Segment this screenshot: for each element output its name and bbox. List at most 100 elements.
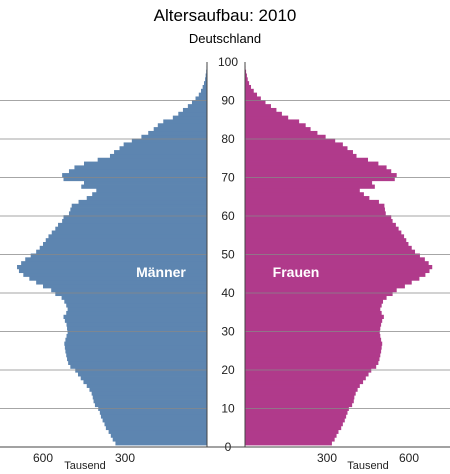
female-bar-age-97 [245,69,247,74]
male-bar-age-58 [62,219,208,224]
male-bar-age-36 [66,303,207,308]
female-bar-age-77 [245,146,348,151]
female-bar-age-76 [245,150,353,155]
female-bar-age-5 [245,422,343,427]
gridlines [0,100,450,409]
male-bar-age-32 [64,318,207,323]
male-bar-age-83 [157,123,207,128]
male-bar-age-38 [61,295,207,300]
male-bar-age-31 [66,322,207,327]
male-bar-age-30 [67,326,207,331]
female-bar-age-53 [245,238,407,243]
female-bar-age-90 [245,96,261,101]
female-bar-age-29 [245,330,380,335]
male-bar-age-1 [112,437,207,442]
female-bar-age-72 [245,165,387,170]
female-bar-age-51 [245,245,412,251]
female-bar-age-27 [245,337,382,342]
male-bar-age-4 [105,425,207,431]
female-bar-age-83 [245,123,306,128]
female-bar-age-62 [245,203,385,208]
female-bar-age-44 [245,272,426,277]
female-bar-age-74 [245,157,368,162]
female-bar-age-24 [245,349,382,354]
chart-subtitle: Deutschland [189,31,261,46]
female-bar-age-2 [245,433,337,438]
male-bar-age-10 [94,402,207,408]
male-bar-age-29 [67,330,207,335]
female-bar-age-36 [245,303,382,308]
male-bar-age-14 [89,387,207,392]
female-bar-age-17 [245,376,366,381]
male-bar-age-23 [66,353,207,358]
male-bar-age-96 [205,73,207,78]
age-tick-80: 80 [221,132,235,146]
male-bar-age-8 [99,410,207,415]
left-unit-label: Tausend [64,460,106,472]
female-bar-age-3 [245,429,339,434]
female-bar-age-66 [245,188,360,193]
male-bar-age-20 [70,364,207,369]
male-bar-age-16 [83,379,207,385]
male-bar-age-86 [178,111,207,117]
male-bar-age-70 [62,173,208,178]
female-bar-age-55 [245,230,402,235]
female-bar-age-78 [245,142,343,147]
right-tick-300: 300 [317,451,337,465]
female-bar-age-61 [245,207,385,212]
male-bar-age-11 [93,399,207,404]
female-bar-age-8 [245,410,348,415]
male-bar-age-82 [153,127,207,132]
female-bar-age-0 [245,441,332,446]
female-bar-age-68 [245,180,373,185]
right-unit-label: Tausend [347,460,389,472]
age-tick-40: 40 [221,286,235,300]
male-bar-age-87 [182,107,207,113]
female-bar-age-11 [245,399,354,404]
female-bar-age-59 [245,215,392,220]
male-bar-age-75 [109,153,207,159]
female-bar-age-39 [245,291,393,297]
female-bar-age-37 [245,299,384,304]
female-bar-age-28 [245,333,381,339]
male-bar-age-39 [55,291,207,297]
age-tick-50: 50 [221,248,235,262]
male-bar-age-21 [68,360,207,365]
female-bar-age-23 [245,353,381,358]
male-bar-age-26 [64,341,207,346]
male-bar-age-64 [86,196,207,201]
male-bar-age-48 [25,257,207,262]
female-bar-age-79 [245,138,336,143]
female-bar-age-54 [245,234,405,239]
male-bars [17,62,208,446]
male-bar-age-49 [30,253,208,258]
male-bar-age-89 [191,100,207,105]
male-bar-age-79 [131,138,207,143]
male-bar-age-46 [17,264,208,270]
age-tick-60: 60 [221,209,235,223]
female-bar-age-50 [245,249,416,254]
right-tick-600: 600 [399,451,419,465]
female-bar-age-21 [245,360,379,365]
female-bar-age-60 [245,211,386,216]
age-tick-90: 90 [221,94,235,108]
female-bar-age-41 [245,284,405,289]
male-bar-age-24 [65,349,207,354]
male-bar-age-63 [78,199,208,205]
female-bar-age-57 [245,222,396,228]
male-bar-age-69 [63,176,207,182]
male-bar-age-59 [63,215,207,220]
male-bar-age-33 [63,314,207,320]
male-bar-age-42 [36,280,207,285]
female-bar-age-48 [245,257,425,262]
male-bar-age-78 [123,142,207,147]
female-bar-age-35 [245,307,381,312]
left-tick-300: 300 [115,451,135,465]
male-bar-age-0 [115,441,207,446]
female-bar-age-12 [245,395,355,400]
female-bar-age-67 [245,184,375,189]
male-bar-age-77 [119,146,207,151]
female-bar-age-46 [245,264,433,270]
